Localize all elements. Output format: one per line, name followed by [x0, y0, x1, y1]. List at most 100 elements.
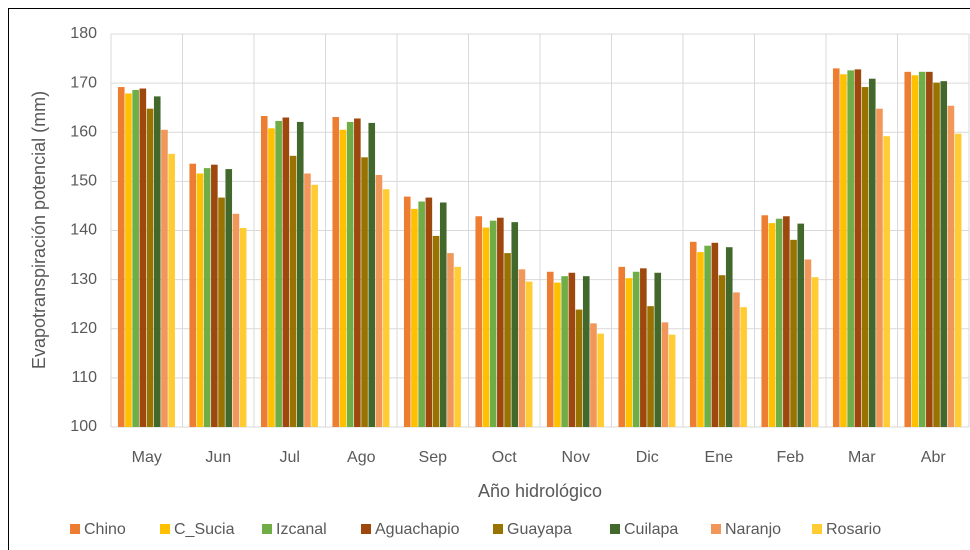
bar: [382, 189, 390, 427]
bar: [361, 157, 368, 427]
legend-label: C_Sucia: [174, 521, 235, 538]
bar: [876, 108, 883, 428]
bar: [904, 71, 912, 428]
bar: [368, 122, 376, 427]
bar: [761, 215, 769, 427]
bar: [454, 266, 461, 427]
bar: [497, 217, 504, 427]
bar: [790, 239, 797, 427]
bar: [275, 120, 282, 428]
bar: [546, 271, 554, 427]
bar: [189, 163, 197, 427]
bar: [911, 75, 919, 427]
bar: [268, 128, 275, 427]
bar: [582, 276, 590, 427]
x-tick-label: Jun: [205, 449, 231, 466]
bar: [868, 78, 876, 428]
bar: [311, 184, 318, 427]
legend-label: Aguachapio: [375, 521, 460, 538]
x-tick-label: Ago: [347, 449, 376, 466]
legend-swatch: [493, 524, 503, 534]
chart-border: [8, 8, 970, 550]
bar: [304, 173, 311, 427]
bar: [640, 268, 647, 427]
y-tick-label: 120: [70, 320, 97, 337]
bar: [432, 235, 440, 427]
legend-swatch: [262, 524, 272, 534]
bar: [725, 247, 733, 427]
bar: [632, 271, 640, 427]
bar: [225, 169, 233, 427]
bar: [918, 71, 926, 428]
legend-label: Cuilapa: [624, 521, 678, 538]
x-tick-label: Mar: [848, 449, 876, 466]
x-axis-title: Año hidrológico: [478, 481, 602, 501]
bar: [832, 68, 840, 427]
legend-label: Rosario: [826, 521, 881, 538]
bar: [625, 278, 633, 427]
bar: [733, 292, 740, 427]
bar: [375, 174, 383, 427]
bar: [718, 275, 726, 427]
bar: [504, 253, 511, 427]
x-tick-label: Nov: [562, 449, 590, 466]
bar: [489, 220, 497, 427]
x-tick-label: Dic: [636, 449, 659, 466]
x-tick-label: Ene: [705, 449, 734, 466]
legend-label: Chino: [84, 521, 126, 538]
bar: [282, 117, 290, 427]
x-tick-label: Abr: [921, 449, 947, 466]
bar: [568, 272, 576, 427]
bar: [661, 322, 669, 427]
bar: [768, 223, 776, 427]
bar: [425, 197, 433, 427]
bar: [883, 136, 890, 427]
legend-label: Guayapa: [507, 521, 572, 538]
bar: [847, 70, 854, 427]
bar: [239, 228, 247, 427]
bar: [933, 82, 940, 427]
bar: [296, 121, 304, 427]
bar: [654, 272, 662, 427]
bar: [161, 129, 168, 427]
bar: [511, 222, 519, 427]
bar: [146, 108, 154, 428]
y-tick-label: 150: [70, 173, 97, 190]
bar: [332, 117, 340, 428]
bar: [153, 96, 161, 428]
legend-swatch: [70, 524, 80, 534]
x-tick-label: May: [132, 449, 162, 466]
bar: [525, 281, 533, 427]
y-tick-label: 140: [70, 222, 97, 239]
bar: [260, 116, 268, 427]
y-tick-label: 100: [70, 418, 97, 435]
bar: [346, 121, 354, 427]
legend-label: Naranjo: [725, 521, 781, 538]
bar: [740, 307, 747, 427]
bar: [940, 81, 948, 427]
bar: [697, 252, 704, 427]
bar: [926, 71, 933, 428]
x-tick-label: Jul: [280, 449, 300, 466]
bar: [518, 269, 526, 427]
bar: [196, 173, 204, 427]
bar: [668, 334, 676, 427]
bar: [561, 276, 568, 427]
legend-swatch: [711, 524, 721, 534]
bar: [482, 227, 490, 427]
bar: [947, 105, 955, 427]
y-tick-label: 130: [70, 271, 97, 288]
y-axis-title: Evapotranspiración potencial (mm): [29, 91, 49, 369]
bar: [954, 133, 962, 427]
bar: [783, 216, 790, 427]
bar: [232, 213, 240, 427]
bar: [597, 333, 604, 427]
bar: [854, 69, 862, 428]
bar: [218, 197, 225, 427]
legend-swatch: [610, 524, 620, 534]
bar: [618, 266, 626, 427]
y-tick-label: 160: [70, 123, 97, 140]
legend-label: Izcanal: [276, 521, 327, 538]
bar: [475, 216, 483, 427]
